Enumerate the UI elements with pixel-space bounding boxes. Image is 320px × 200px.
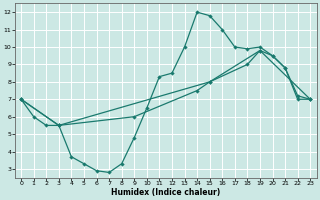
X-axis label: Humidex (Indice chaleur): Humidex (Indice chaleur) <box>111 188 220 197</box>
